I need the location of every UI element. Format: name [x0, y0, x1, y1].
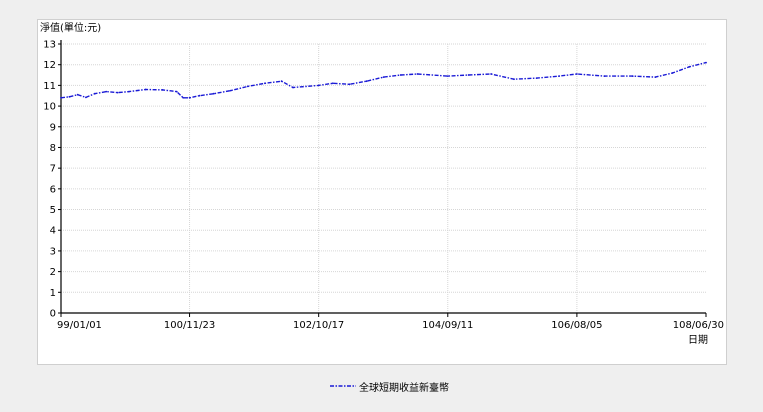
data-point	[161, 89, 164, 91]
legend: 全球短期收益新臺幣	[330, 379, 449, 394]
data-point	[128, 90, 130, 93]
y-tick-label: 6	[50, 184, 56, 195]
data-point	[264, 82, 266, 85]
data-point	[671, 72, 674, 74]
data-point	[631, 75, 634, 77]
legend-line-swatch	[330, 385, 356, 387]
y-axis-label: 淨值(單位:元)	[40, 21, 101, 34]
grid-layer	[61, 43, 706, 313]
data-point	[382, 76, 385, 78]
data-point	[188, 96, 191, 99]
data-point	[654, 76, 657, 78]
y-tick-label: 9	[50, 122, 56, 133]
y-tick-label: 13	[43, 40, 56, 51]
data-point	[365, 80, 368, 83]
data-point	[76, 93, 79, 96]
series-layer	[60, 61, 707, 99]
data-point	[317, 84, 320, 87]
data-point	[688, 65, 691, 68]
data-point	[416, 73, 419, 75]
data-point	[558, 75, 560, 77]
y-tick-label: 7	[50, 164, 56, 175]
data-point	[331, 82, 334, 85]
data-point	[576, 73, 578, 75]
y-tick-label: 3	[50, 246, 56, 257]
x-tick-label: 104/09/11	[422, 320, 473, 331]
y-tick-label: 1	[50, 288, 56, 299]
data-point	[144, 88, 147, 91]
y-tick-label: 0	[50, 309, 56, 320]
data-point	[280, 80, 283, 83]
x-tick-label: 106/08/05	[551, 320, 602, 331]
y-tick-label: 5	[50, 205, 56, 216]
x-tick-label: 108/06/30	[673, 320, 724, 331]
data-point	[513, 78, 515, 81]
x-axis-label: 日期	[688, 334, 708, 346]
data-point	[292, 86, 294, 89]
y-tick-label: 12	[43, 60, 56, 71]
data-point	[246, 85, 249, 88]
data-point	[490, 73, 492, 75]
data-point	[399, 74, 402, 76]
data-point	[175, 90, 178, 93]
y-tick-label: 2	[50, 267, 56, 278]
data-point	[467, 74, 470, 76]
chart-frame: 淨值(單位:元) 0 1 2 3 4 5 6 7 8 9 10 11 12 13 99/01/01 100/1…	[37, 19, 727, 365]
x-tick-label: 100/11/23	[164, 320, 215, 331]
x-tick-label: 102/10/17	[293, 320, 344, 331]
data-point	[116, 91, 119, 94]
data-point	[85, 96, 87, 99]
series-line	[60, 61, 707, 99]
y-tick-label: 11	[43, 81, 56, 92]
data-point	[705, 61, 707, 64]
data-point	[229, 89, 232, 92]
data-point	[603, 75, 606, 77]
data-point	[535, 77, 538, 79]
y-tick-label: 10	[43, 102, 56, 113]
x-tick-label: 99/01/01	[57, 320, 102, 331]
data-point	[446, 75, 449, 77]
data-point	[68, 95, 71, 98]
data-point	[93, 92, 96, 95]
y-tick-label: 8	[50, 143, 56, 154]
data-point	[182, 96, 185, 99]
data-point	[105, 90, 108, 93]
data-point	[212, 92, 215, 95]
legend-entry-label: 全球短期收益新臺幣	[359, 382, 449, 394]
data-point	[198, 94, 201, 97]
data-point	[60, 96, 62, 99]
y-tick-label: 4	[50, 226, 56, 237]
data-point	[348, 83, 351, 86]
